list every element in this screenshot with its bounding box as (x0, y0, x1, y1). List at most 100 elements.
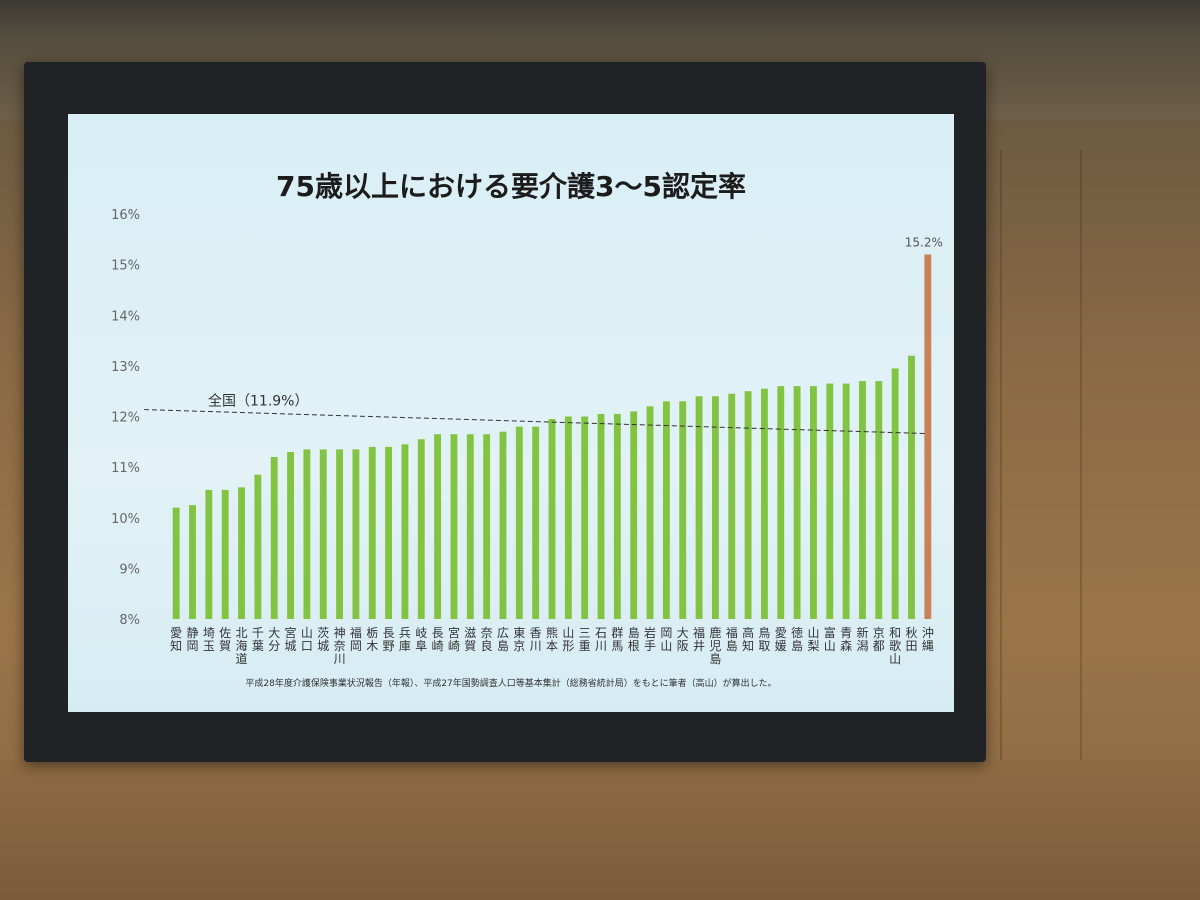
bar (859, 381, 866, 619)
reference-line (143, 409, 927, 435)
bar (287, 451, 294, 619)
bar (711, 396, 719, 619)
x-tick-label: 高知 (742, 625, 754, 653)
x-tick-label: 富山 (824, 625, 836, 653)
y-tick-label: 10% (111, 512, 140, 527)
bar (466, 434, 474, 619)
bar (450, 434, 458, 619)
x-tick-label: 岡山 (660, 626, 672, 653)
bar (744, 391, 752, 619)
x-tick-label: 沖縄 (922, 626, 934, 653)
bar (532, 426, 540, 619)
y-tick-label: 16% (111, 208, 140, 223)
bars (172, 254, 932, 619)
bar (401, 444, 409, 619)
y-tick-label: 11% (111, 461, 140, 476)
x-tick-label: 静岡 (187, 626, 199, 653)
x-tick-label: 滋賀 (464, 626, 476, 653)
bar (695, 396, 703, 619)
x-tick-label: 茨城 (317, 626, 329, 653)
x-tick-label: 青森 (840, 626, 852, 653)
x-tick-label: 宮城 (285, 625, 297, 653)
x-tick-label: 大阪 (677, 626, 689, 653)
x-tick-label: 千葉 (252, 626, 264, 653)
bar (417, 439, 425, 619)
chart-title: 75歳以上における要介護3～5認定率 (276, 170, 746, 203)
x-tick-label: 京都 (873, 626, 885, 653)
bar (728, 393, 736, 619)
x-tick-label: 栃木 (366, 626, 378, 653)
y-tick-label: 8% (119, 613, 140, 628)
x-tick-label: 熊本 (546, 625, 558, 653)
bar (270, 457, 278, 619)
ceiling-edge (0, 0, 1200, 40)
x-tick-label: 三重 (579, 626, 591, 653)
bar (630, 411, 638, 619)
y-tick-label: 15% (111, 259, 140, 274)
x-tick-label: 岩手 (644, 625, 656, 653)
bar (515, 426, 523, 619)
y-tick-label: 12% (111, 411, 140, 426)
source-note: 平成28年度介護保険事業状況報告（年報）、平成27年国勢調査人口等基本集計（総務… (245, 677, 776, 689)
x-axis: 愛知静岡埼玉佐賀北海道千葉大分宮城山口茨城神奈川福岡栃木長野兵庫岐阜長崎宮崎滋賀… (170, 625, 934, 666)
bar (499, 431, 507, 619)
x-tick-label: 長崎 (432, 626, 444, 653)
bar (679, 401, 687, 619)
x-tick-label: 島根 (628, 625, 640, 653)
reference-label: 全国（11.9%） (208, 393, 308, 410)
y-tick-label: 9% (119, 562, 140, 577)
bar (662, 401, 670, 619)
x-tick-label: 長野 (383, 626, 395, 653)
wall-panel-line (1000, 150, 1002, 900)
bar (434, 434, 442, 619)
x-tick-label: 香川 (530, 626, 542, 653)
bar (777, 386, 785, 619)
x-tick-label: 宮崎 (448, 625, 460, 653)
x-tick-label: 奈良 (481, 626, 493, 653)
bar (483, 434, 491, 619)
x-tick-label: 佐賀 (219, 626, 231, 653)
projection-frame: 75歳以上における要介護3～5認定率 8% 9% 10% 11% 12% 13% 14% 15… (24, 62, 986, 762)
y-tick-label: 14% (111, 309, 140, 324)
bar (303, 449, 311, 619)
y-tick-label: 13% (111, 360, 140, 375)
x-tick-label: 愛知 (170, 626, 182, 653)
bar (810, 386, 817, 619)
bar (908, 355, 915, 619)
bar (646, 406, 654, 619)
x-tick-label: 山梨 (807, 626, 819, 653)
bar (548, 419, 556, 619)
x-tick-label: 神奈川 (334, 626, 346, 666)
x-tick-label: 鹿児島 (709, 625, 721, 666)
x-tick-label: 兵庫 (399, 626, 411, 653)
x-tick-label: 北海道 (236, 626, 248, 666)
x-tick-label: 岐阜 (415, 626, 427, 653)
bar (564, 416, 572, 619)
lower-wall-panel (0, 760, 1200, 900)
chart: 75歳以上における要介護3～5認定率 8% 9% 10% 11% 12% 13% 14% 15… (111, 170, 943, 689)
bar (172, 507, 180, 619)
bar (352, 449, 360, 619)
bar (238, 487, 245, 619)
x-tick-label: 福井 (693, 625, 705, 653)
bar (189, 505, 196, 619)
bar (842, 383, 850, 619)
x-tick-label: 埼玉 (203, 626, 215, 653)
x-tick-label: 広島 (497, 626, 509, 653)
bar (613, 413, 621, 619)
bar (891, 368, 899, 619)
x-tick-label: 大分 (268, 626, 280, 653)
wall-panel-line (1080, 150, 1082, 900)
bar (760, 388, 768, 619)
x-tick-label: 愛媛 (775, 626, 787, 653)
bar (826, 383, 834, 619)
x-tick-label: 福岡 (350, 625, 362, 653)
bar (385, 446, 393, 619)
x-tick-label: 秋田 (905, 626, 917, 653)
bar (875, 381, 883, 619)
bar (581, 416, 589, 619)
y-axis: 8% 9% 10% 11% 12% 13% 14% 15% 16% (111, 208, 140, 628)
bar (597, 413, 605, 619)
bar (205, 489, 213, 619)
bar (336, 449, 344, 619)
